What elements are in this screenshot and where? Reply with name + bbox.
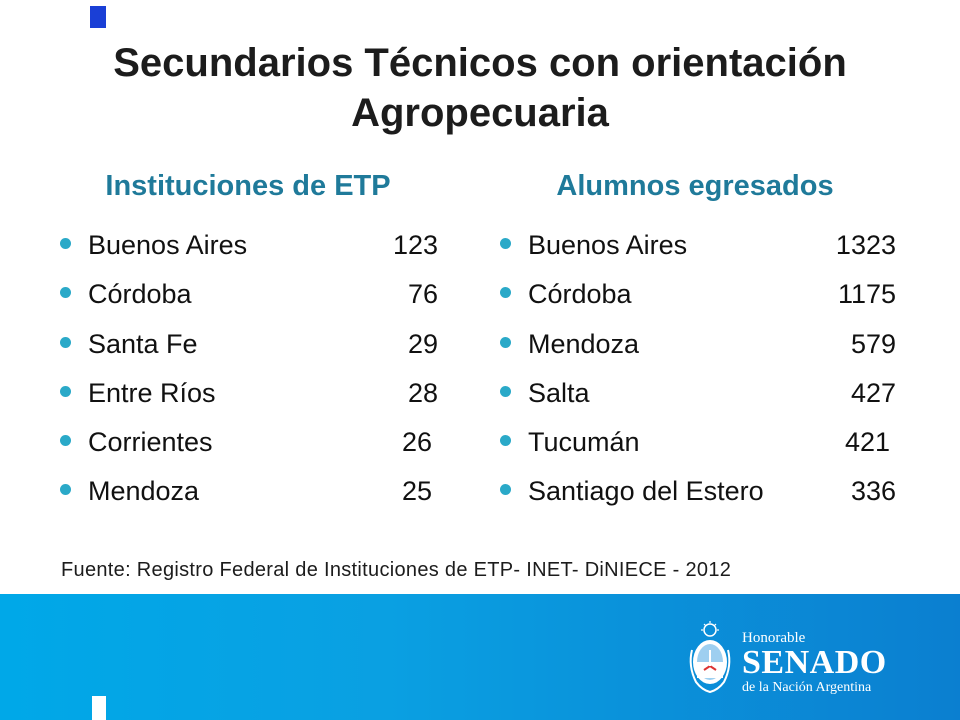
list-item: Buenos Aires 123 — [60, 222, 442, 271]
province-name: Buenos Aires — [528, 230, 688, 260]
list-item: Mendoza 579 — [500, 321, 900, 370]
graduate-count: 336 — [850, 476, 896, 507]
footer-band — [0, 594, 960, 720]
bullet-icon — [60, 435, 71, 447]
province-name: Buenos Aires — [88, 230, 248, 260]
coat-of-arms-icon — [689, 621, 731, 694]
province-name: Mendoza — [528, 328, 640, 359]
institution-count: 28 — [407, 377, 438, 408]
graduate-count: 421 — [844, 427, 890, 458]
bottom-accent-bar — [92, 696, 106, 720]
institution-count: 76 — [407, 279, 438, 310]
list-item: Córdoba 1175 — [500, 271, 900, 320]
bullet-icon — [500, 435, 511, 447]
list-item: Santa Fe 29 — [60, 321, 442, 370]
province-name: Salta — [528, 377, 590, 408]
province-name: Córdoba — [88, 279, 192, 310]
list-item: Corrientes 26 — [60, 419, 442, 468]
source-note: Fuente: Registro Federal de Institucione… — [61, 559, 732, 581]
egresados-list: Buenos Aires 1323 Córdoba 1175 Mendoza 579 … — [500, 222, 900, 518]
slide-title: Secundarios Técnicos con orientación Agr… — [60, 38, 900, 138]
province-name: Corrientes — [88, 427, 213, 458]
graduate-count: 579 — [850, 328, 896, 359]
list-item: Santiago del Estero 336 — [500, 468, 900, 517]
province-name: Mendoza — [88, 476, 200, 507]
bullet-icon — [60, 238, 71, 249]
title-line-2: Agropecuaria — [351, 91, 609, 135]
logo-nacion: de la Nación Argentina — [742, 680, 872, 695]
province-name: Santa Fe — [88, 328, 198, 359]
bullet-icon — [500, 287, 511, 299]
bullet-icon — [60, 287, 71, 299]
senado-logo: Honorable SENADO de la Nación Argentina — [742, 630, 887, 696]
list-item: Mendoza 25 — [60, 468, 442, 517]
list-item: Córdoba 76 — [60, 271, 442, 320]
bullet-icon — [60, 385, 71, 397]
top-accent-bar — [90, 6, 106, 28]
bullet-icon — [60, 484, 71, 496]
bullet-icon — [60, 336, 71, 348]
list-item: Salta 427 — [500, 370, 900, 419]
list-item: Entre Ríos 28 — [60, 370, 442, 419]
instituciones-list: Buenos Aires 123 Córdoba 76 Santa Fe 29 Ent… — [60, 222, 442, 518]
logo-senado: SENADO — [742, 644, 887, 681]
logo-honorable: Honorable — [742, 630, 806, 646]
institution-count: 123 — [392, 230, 438, 260]
institution-count: 25 — [401, 476, 432, 507]
bullet-icon — [500, 238, 511, 249]
egresados-heading: Alumnos egresados — [556, 170, 834, 202]
bullet-icon — [500, 484, 511, 496]
province-name: Santiago del Estero — [528, 476, 764, 507]
graduate-count: 1175 — [837, 279, 896, 310]
province-name: Córdoba — [528, 279, 632, 310]
instituciones-heading: Instituciones de ETP — [105, 170, 391, 202]
list-item: Tucumán 421 — [500, 419, 900, 468]
bullet-icon — [500, 336, 511, 348]
institution-count: 26 — [401, 427, 432, 458]
graduate-count: 1323 — [835, 230, 896, 260]
province-name: Entre Ríos — [88, 377, 216, 408]
institution-count: 29 — [407, 328, 438, 359]
bullet-icon — [500, 385, 511, 397]
graduate-count: 427 — [850, 377, 896, 408]
title-line-1: Secundarios Técnicos con orientación — [113, 41, 847, 85]
list-item: Buenos Aires 1323 — [500, 222, 900, 271]
province-name: Tucumán — [528, 427, 640, 458]
